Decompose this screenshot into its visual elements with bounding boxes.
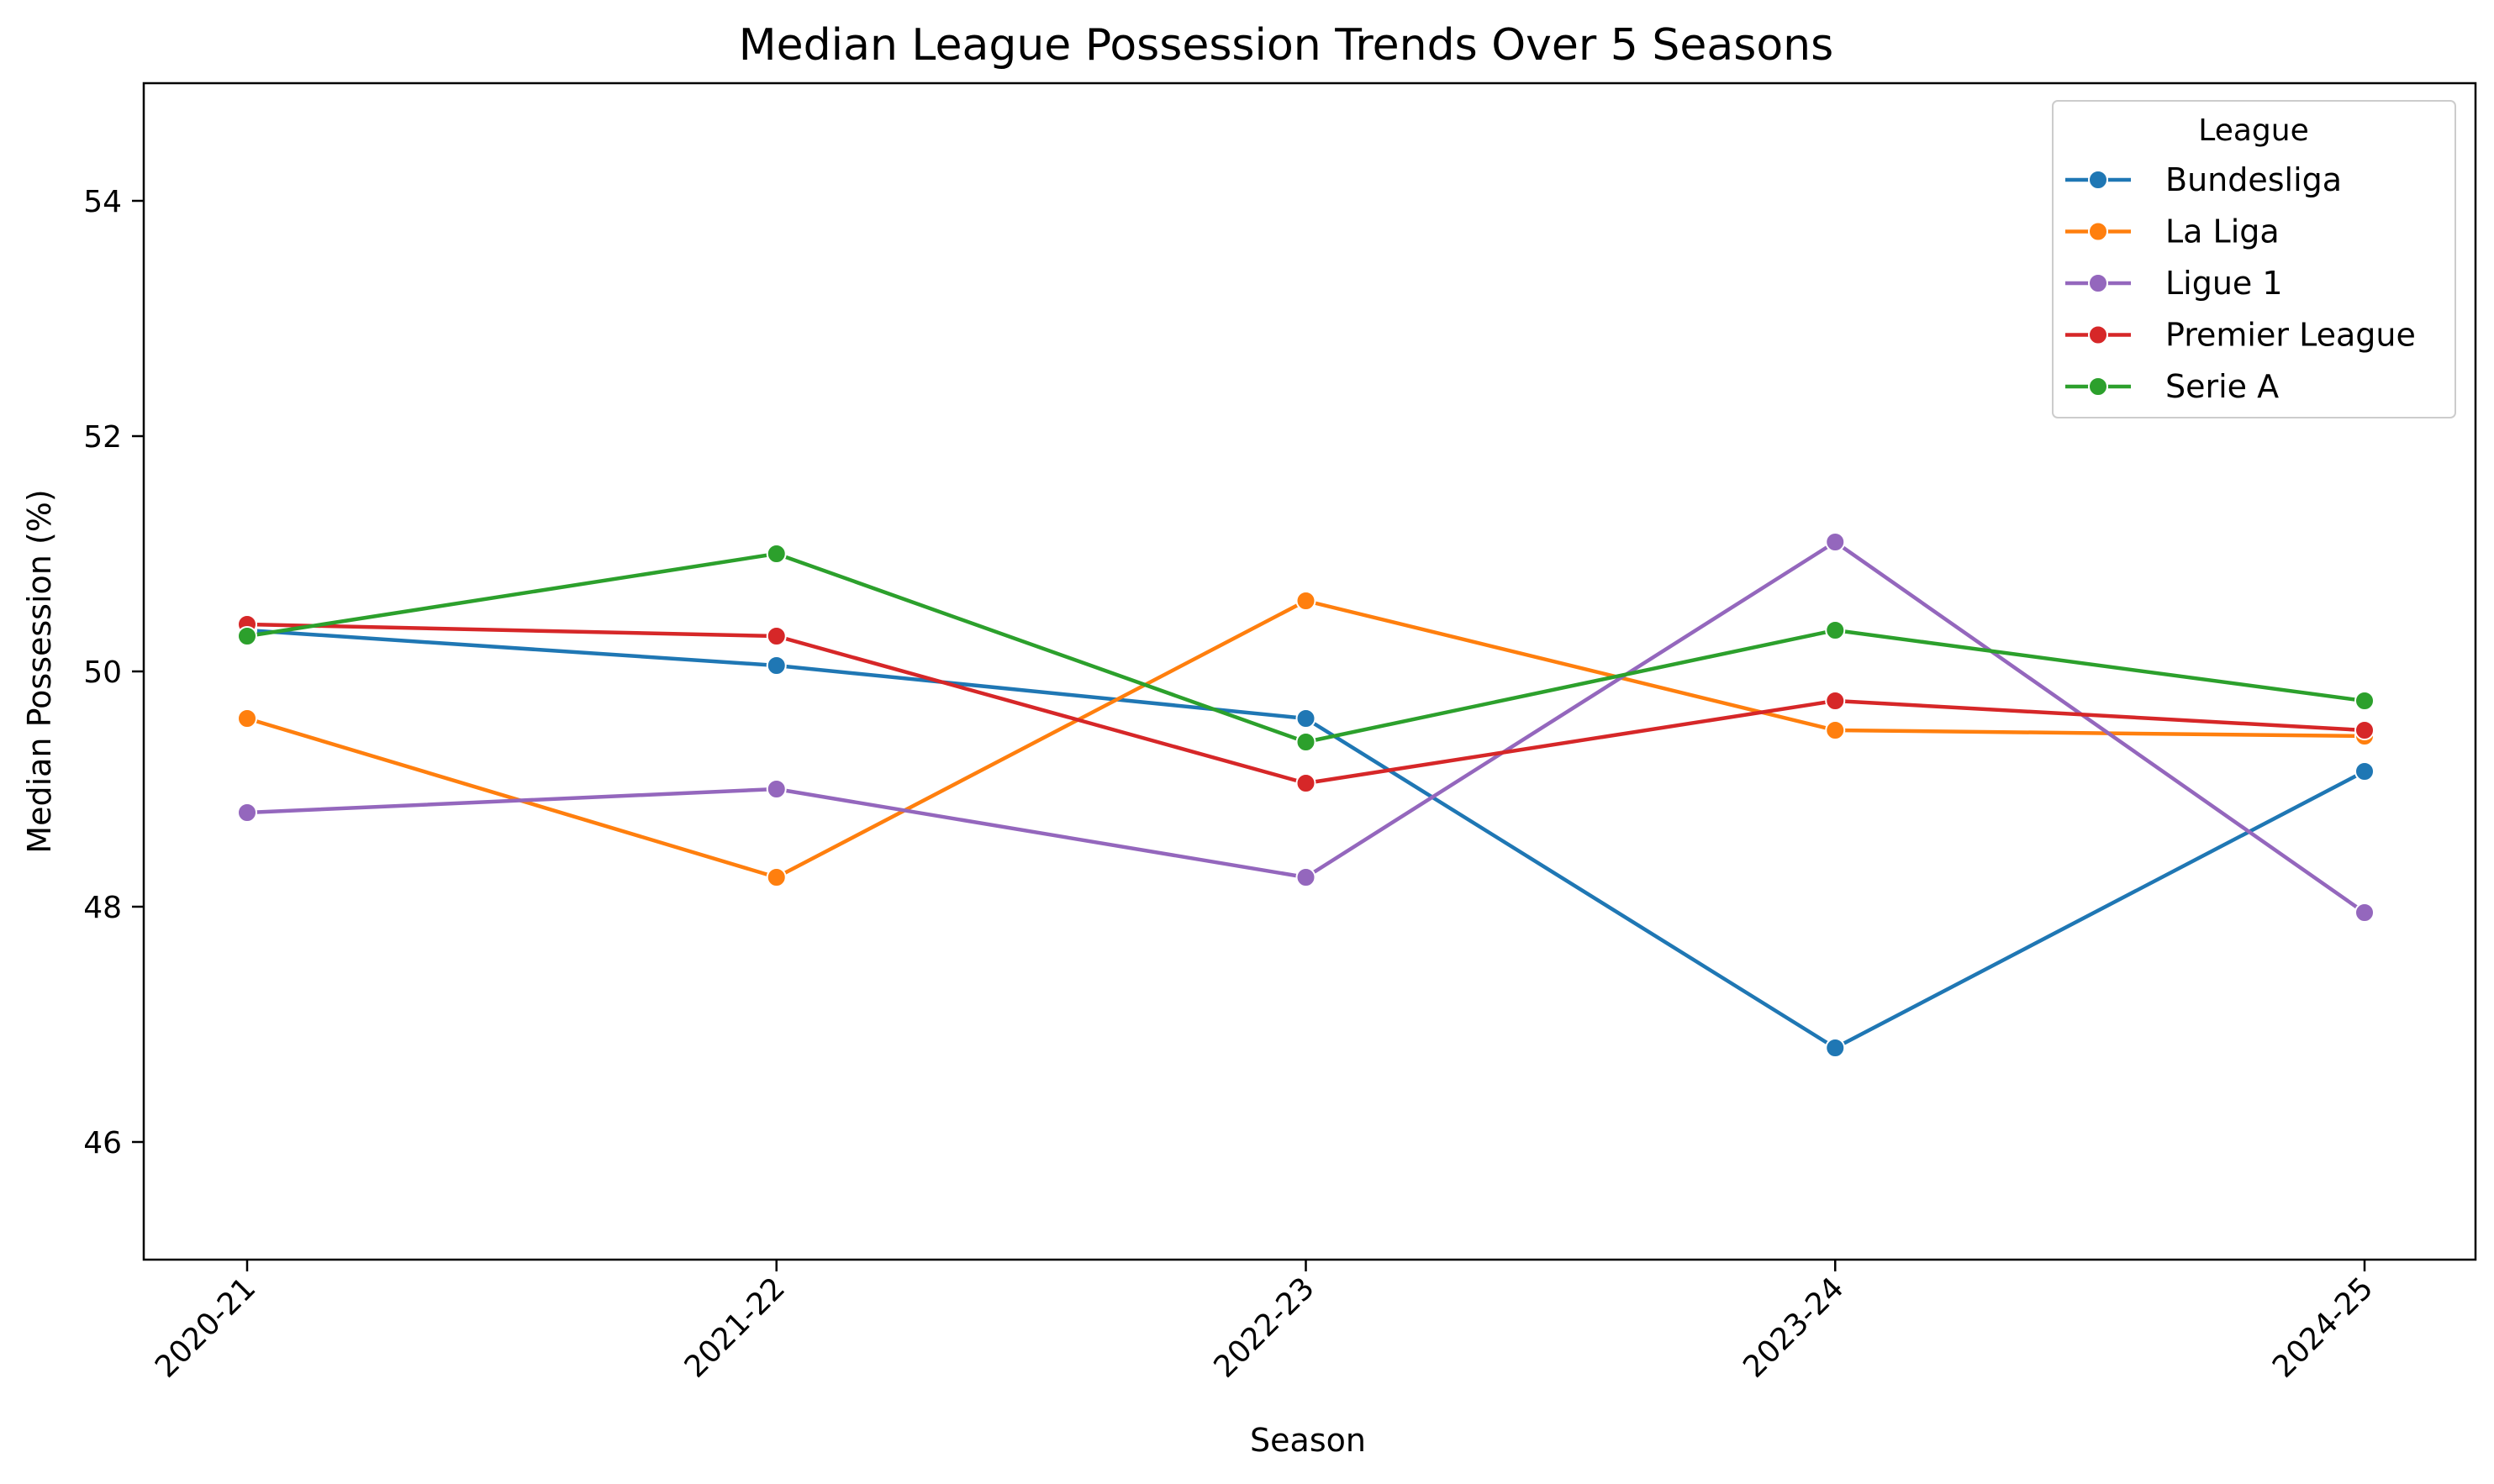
- legend-item: Serie A: [2065, 368, 2279, 405]
- data-point: [766, 867, 787, 887]
- data-point: [1825, 1038, 1846, 1058]
- y-tick-label: 52: [83, 420, 122, 455]
- x-tick-label: 2020-21: [149, 1271, 262, 1384]
- series-line: [245, 628, 2367, 1050]
- legend-marker: [2088, 221, 2108, 242]
- data-point: [237, 626, 257, 646]
- data-point: [1295, 591, 1316, 611]
- y-tick-label: 46: [83, 1126, 122, 1160]
- series-premier-league: [237, 614, 2375, 793]
- legend-item: Premier League: [2065, 317, 2416, 354]
- data-point: [1825, 620, 1846, 640]
- legend-item: Bundesliga: [2065, 161, 2342, 198]
- legend-box: [2052, 100, 2456, 418]
- series-la-liga: [237, 591, 2375, 887]
- x-tick-label: 2024-25: [2266, 1271, 2380, 1384]
- data-point: [1295, 708, 1316, 729]
- y-tick-label: 54: [83, 185, 122, 219]
- legend-label: La Liga: [2165, 213, 2280, 250]
- data-point: [237, 803, 257, 823]
- data-point: [2354, 761, 2375, 781]
- y-tick-label: 48: [83, 891, 122, 925]
- legend-label: Bundesliga: [2165, 161, 2342, 198]
- series-line: [245, 622, 2367, 786]
- x-tick-label: 2021-22: [678, 1271, 792, 1384]
- data-point: [766, 655, 787, 676]
- legend-title: League: [2198, 113, 2308, 148]
- data-point: [766, 544, 787, 564]
- legend-marker: [2088, 273, 2108, 293]
- chart-title: Median League Possession Trends Over 5 S…: [739, 20, 1833, 71]
- legend-label: Ligue 1: [2165, 265, 2283, 302]
- data-point: [1825, 720, 1846, 740]
- data-point: [766, 626, 787, 646]
- series-group: [237, 532, 2375, 1058]
- x-axis: 2020-21 2021-22 2022-23 2023-24 2024-25: [149, 1260, 2380, 1385]
- x-tick-label: 2023-24: [1737, 1271, 1850, 1384]
- y-axis: 46 48 50 52 54: [83, 185, 144, 1160]
- series-bundesliga: [237, 620, 2375, 1058]
- data-point: [1825, 532, 1846, 552]
- legend: League Bundesliga La Liga Ligue 1 Premier L…: [2052, 100, 2456, 418]
- legend-item: Ligue 1: [2065, 265, 2283, 302]
- data-point: [1295, 773, 1316, 793]
- series-serie-a: [237, 544, 2375, 752]
- data-point: [1825, 691, 1846, 711]
- legend-marker: [2088, 170, 2108, 190]
- y-axis-label: Median Possession (%): [21, 489, 58, 853]
- legend-label: Serie A: [2165, 368, 2279, 405]
- data-point: [2354, 720, 2375, 740]
- data-point: [1295, 732, 1316, 752]
- legend-item: La Liga: [2065, 213, 2280, 250]
- data-point: [1295, 867, 1316, 887]
- x-tick-label: 2022-23: [1208, 1271, 1321, 1384]
- data-point: [2354, 903, 2375, 923]
- data-point: [237, 708, 257, 729]
- legend-marker: [2088, 376, 2108, 397]
- data-point: [2354, 691, 2375, 711]
- legend-items: Bundesliga La Liga Ligue 1 Premier League Se…: [2065, 161, 2416, 405]
- data-point: [766, 779, 787, 799]
- y-tick-label: 50: [83, 655, 122, 690]
- series-ligue-1: [237, 532, 2375, 923]
- legend-marker: [2088, 324, 2108, 345]
- x-axis-label: Season: [1250, 1422, 1366, 1459]
- legend-label: Premier League: [2165, 317, 2416, 354]
